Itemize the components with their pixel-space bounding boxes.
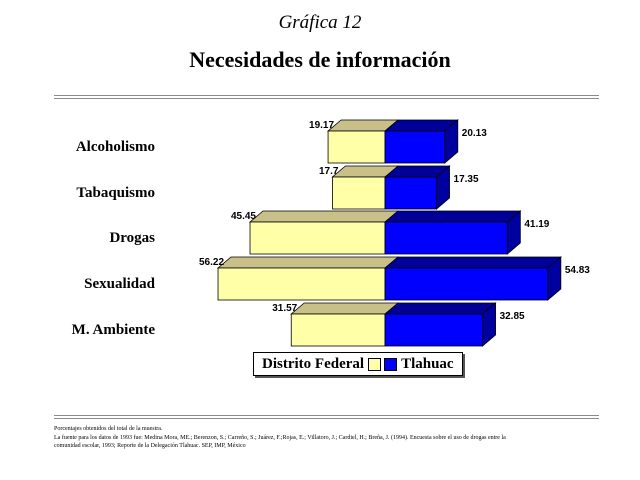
bar-distrito-federal: [332, 176, 386, 210]
value-label-tlahuac: 20.13: [462, 128, 487, 139]
bar-top-face-distrito-federal: [216, 256, 400, 269]
bar-tlahuac: [384, 130, 446, 164]
category-label: Sexualidad: [84, 276, 156, 292]
value-label-tlahuac: 54.83: [565, 265, 590, 276]
value-label-distrito-federal: 19.17: [309, 120, 334, 131]
bar-top-face-tlahuac: [383, 256, 562, 269]
bottom-divider-2: [54, 418, 599, 419]
legend-label-right: Tlahuac: [401, 355, 454, 372]
bar-tlahuac: [384, 176, 437, 210]
legend-label-left: Distrito Federal: [262, 355, 365, 372]
bar-top-face-tlahuac: [383, 210, 522, 223]
top-divider: [54, 95, 599, 96]
bar-distrito-federal: [290, 313, 386, 347]
chart-subtitle: Necesidades de información: [189, 47, 451, 72]
top-divider-2: [54, 98, 599, 99]
bar-top-face-distrito-federal: [248, 210, 400, 223]
footnote-line: comunidad escolar, 1993; Reporte de la D…: [54, 443, 246, 449]
value-label-tlahuac: 41.19: [524, 219, 549, 230]
bar-tlahuac: [384, 221, 508, 255]
footnote-line: Porcentajes obtenidos del total de la mu…: [54, 426, 163, 432]
bar-distrito-federal: [327, 130, 386, 164]
bottom-divider: [54, 415, 599, 416]
bar-tlahuac: [384, 313, 483, 347]
legend-swatch-left: [368, 357, 382, 371]
category-label: Drogas: [109, 230, 155, 246]
value-label-distrito-federal: 17.7: [319, 166, 339, 177]
legend-item-left: Distrito Federal: [262, 355, 382, 373]
chart-title: Gráfica 12: [278, 12, 362, 33]
bar-top-face-tlahuac: [383, 302, 497, 315]
legend-swatch-right: [384, 357, 398, 371]
value-label-tlahuac: 17.35: [454, 174, 479, 185]
footnotes: Porcentajes obtenidos del total de la mu…: [54, 425, 614, 451]
category-label: Alcoholismo: [76, 139, 155, 155]
bar-tlahuac: [384, 267, 549, 301]
chart-legend: Distrito Federal Tlahuac: [253, 352, 463, 376]
category-label: Tabaquismo: [76, 185, 155, 201]
bar-top-face-distrito-federal: [290, 302, 400, 315]
value-label-distrito-federal: 56.22: [199, 257, 224, 268]
bar-distrito-federal: [249, 221, 386, 255]
value-label-distrito-federal: 31.57: [272, 303, 297, 314]
category-label: M. Ambiente: [72, 322, 156, 338]
value-label-distrito-federal: 45.45: [231, 211, 256, 222]
value-label-tlahuac: 32.85: [500, 311, 525, 322]
legend-item-right: Tlahuac: [384, 356, 454, 373]
bar-distrito-federal: [217, 267, 386, 301]
footnote-line: La fuente para los datos de 1993 fue: Me…: [54, 434, 506, 441]
